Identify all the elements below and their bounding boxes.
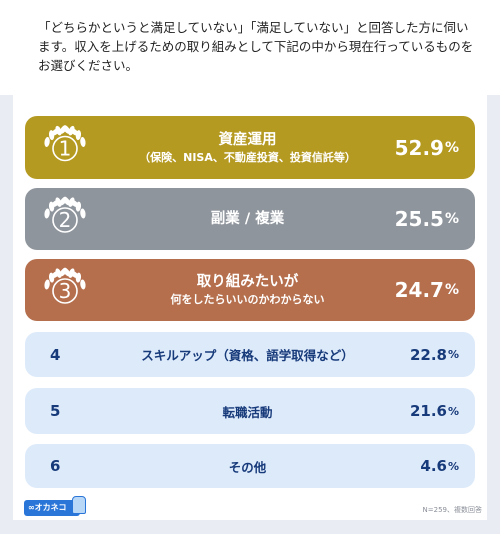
item-percentage: 52.9% <box>395 116 459 179</box>
percentage-unit: % <box>444 211 459 227</box>
silver-medal-laurel-icon: 2 <box>44 196 86 233</box>
percentage-value: 21.6 <box>409 402 447 420</box>
question-header: 「どちらかというと満足していない」「満足していない」と回答した方に伺います。収入… <box>0 0 500 95</box>
rank-number: 5 <box>50 402 61 420</box>
bronze-medal-laurel-icon: 3 <box>44 267 86 304</box>
percentage-unit: % <box>447 404 459 418</box>
item-label-line: 副業 / 複業 <box>210 211 285 227</box>
item-percentage: 4.6% <box>420 444 459 488</box>
percentage-value: 22.8 <box>409 345 447 364</box>
ranking-row-3: 3 取り組みたいが 何をしたらいいのかわからない 24.7% <box>25 259 475 321</box>
cat-mascot-icon <box>72 496 86 514</box>
gold-medal-laurel-icon: 1 <box>44 125 86 162</box>
item-label: 転職活動 <box>115 388 380 434</box>
sample-note: N=259、複数回答 <box>422 506 482 514</box>
rank-number: 2 <box>59 208 72 232</box>
percentage-unit: % <box>447 459 459 473</box>
question-text: 「どちらかというと満足していない」「満足していない」と回答した方に伺います。収入… <box>38 20 474 73</box>
item-label: 取り組みたいが何をしたらいいのかわからない <box>115 259 380 321</box>
rank-number: 1 <box>59 137 72 161</box>
rank-number: 3 <box>59 279 72 303</box>
item-label: スキルアップ（資格、語学取得など） <box>115 332 380 377</box>
ranking-row-2: 2 副業 / 複業 25.5% <box>25 188 475 250</box>
ranking-row-6: 6 その他 4.6% <box>25 444 475 488</box>
percentage-value: 24.7 <box>394 278 444 302</box>
okaneko-logo: ∞オカネコ <box>24 496 86 516</box>
ranking-row-1: 1 資産運用 （保険、NISA、不動産投資、投資信託等） 52.9% <box>25 116 475 179</box>
item-label-line: スキルアップ（資格、語学取得など） <box>141 348 354 363</box>
percentage-unit: % <box>444 282 459 298</box>
item-label-line: （保険、NISA、不動産投資、投資信託等） <box>139 150 356 164</box>
logo-text: ∞オカネコ <box>28 503 67 512</box>
rank-number: 4 <box>50 345 61 364</box>
item-label: その他 <box>115 444 380 488</box>
item-percentage: 25.5% <box>395 188 459 250</box>
item-percentage: 24.7% <box>395 259 459 321</box>
item-label-line: 転職活動 <box>222 404 273 420</box>
percentage-value: 4.6 <box>420 457 447 475</box>
percentage-value: 25.5 <box>394 207 444 231</box>
ranking-row-5: 5 転職活動 21.6% <box>25 388 475 434</box>
percentage-value: 52.9 <box>394 135 444 160</box>
item-percentage: 21.6% <box>410 388 459 434</box>
percentage-unit: % <box>447 348 459 361</box>
item-label-line: 資産運用 <box>218 131 277 148</box>
item-label-line: 取り組みたいが <box>196 274 299 290</box>
item-percentage: 22.8% <box>410 332 459 377</box>
item-label: 副業 / 複業 <box>115 188 380 250</box>
ranking-row-4: 4 スキルアップ（資格、語学取得など） 22.8% <box>25 332 475 377</box>
item-label: 資産運用 （保険、NISA、不動産投資、投資信託等） <box>115 116 380 179</box>
percentage-unit: % <box>444 139 459 156</box>
rank-number: 6 <box>50 457 61 475</box>
item-label-line: その他 <box>228 459 267 475</box>
item-label-line: 何をしたらいいのかわからない <box>170 293 325 306</box>
